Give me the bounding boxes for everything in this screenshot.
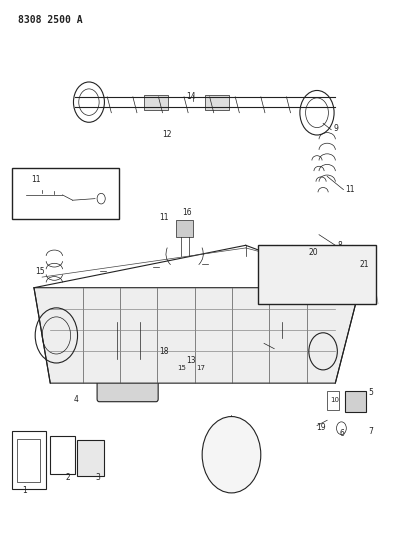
FancyBboxPatch shape [97,357,158,402]
Text: 20: 20 [308,248,318,257]
Text: 3: 3 [95,473,100,482]
Bar [50,436,74,474]
Text: 12: 12 [162,130,171,139]
Text: 18: 18 [159,347,169,356]
Text: 15: 15 [35,268,44,277]
Bar [257,245,375,304]
Text: 8: 8 [337,241,341,250]
Text: 1: 1 [22,487,27,496]
Text: 6: 6 [339,429,344,438]
Text: 7: 7 [367,426,372,435]
Circle shape [182,344,190,353]
Bar [176,220,192,237]
Bar [11,431,46,489]
Text: 11: 11 [31,175,40,184]
Text: 13: 13 [186,356,196,365]
Text: 8308 2500 A: 8308 2500 A [18,15,82,25]
Bar [17,439,40,482]
Text: 15: 15 [177,365,186,371]
Text: 4: 4 [74,395,79,403]
Bar [204,95,229,110]
Text: 14: 14 [186,93,196,101]
Text: 10: 10 [330,397,339,403]
Text: 11: 11 [345,185,354,194]
Text: 19: 19 [315,423,325,432]
Bar [326,391,339,410]
Bar [345,391,365,413]
Text: 21: 21 [359,260,369,269]
Text: 11: 11 [159,213,169,222]
Text: 16: 16 [182,207,191,216]
Polygon shape [34,288,359,383]
Text: 2: 2 [65,473,70,482]
Bar [76,440,104,476]
Circle shape [202,417,260,493]
Text: 9: 9 [333,124,337,133]
Text: 5: 5 [367,388,372,397]
Bar [11,168,119,219]
Bar [144,95,168,110]
Text: 17: 17 [196,365,204,371]
Circle shape [203,346,210,356]
